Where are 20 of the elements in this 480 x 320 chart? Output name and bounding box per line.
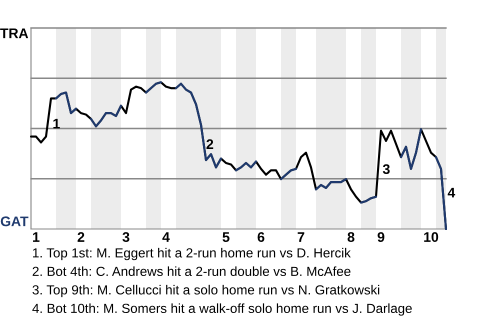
x-tick-label: 3 xyxy=(122,232,130,242)
text: 4 xyxy=(448,188,456,198)
text: 2. Bot 4th: C. Andrews hit a 2-run double vs B. McAfee xyxy=(32,266,350,276)
x-tick-label: 6 xyxy=(258,232,264,242)
text: 4. Bot 10th: M. Somers hit a walk-off solo home run vs J. Darlage xyxy=(32,303,412,316)
x-tick-label: 7 xyxy=(298,232,304,242)
text: TRA xyxy=(0,28,28,38)
text: GAT xyxy=(0,216,28,226)
x-tick-label: 2 xyxy=(78,232,84,242)
annotation: 1 xyxy=(53,118,60,128)
x-tick-label: 9 xyxy=(378,232,384,242)
annotation: 2 xyxy=(206,139,214,149)
x-tick-label: 1 xyxy=(33,232,40,242)
text: 1. Top 1st: M. Eggert hit a 2-run home run vs D. Hercik xyxy=(33,248,351,260)
x-tick-label: 5 xyxy=(222,232,230,242)
x-tick-label: 10 xyxy=(424,232,438,242)
annotation: 3 xyxy=(382,164,390,174)
text: 3. Top 9th: M. Cellucci hit a solo home run vs N. Gratkowski xyxy=(32,284,380,298)
x-tick-label: 4 xyxy=(162,232,170,242)
x-tick-label: 8 xyxy=(348,232,354,242)
